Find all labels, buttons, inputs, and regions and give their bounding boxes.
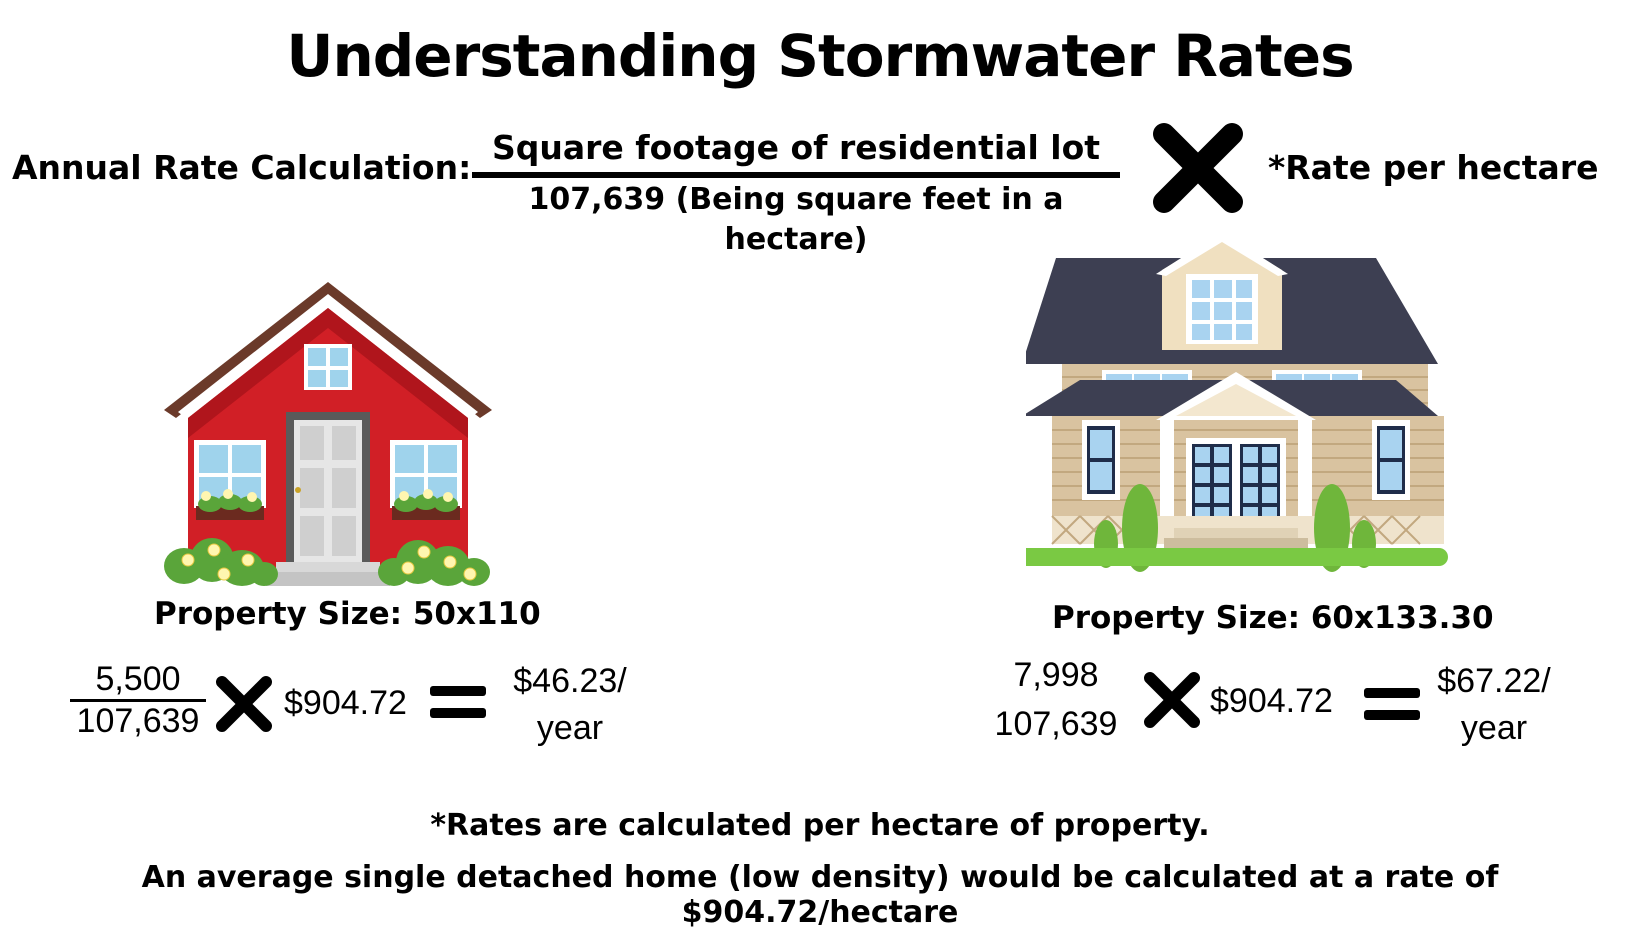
- right-fraction: 7,998 107,639: [988, 656, 1124, 744]
- left-fraction: 5,500 107,639: [70, 660, 206, 741]
- left-numerator: 5,500: [95, 660, 181, 698]
- left-result: $46.23/ year: [500, 662, 640, 748]
- left-property-size: Property Size: 50x110: [154, 596, 541, 632]
- formula-rate: *Rate per hectare: [1268, 148, 1599, 187]
- formula-fraction: Square footage of residential lot 107,63…: [462, 128, 1130, 260]
- left-result-unit: year: [536, 709, 604, 747]
- page-title: Understanding Stormwater Rates: [286, 22, 1354, 90]
- left-denominator: 107,639: [76, 702, 200, 740]
- left-rate: $904.72: [284, 684, 407, 722]
- left-multiply-icon: [214, 674, 274, 734]
- left-fraction-bar: [70, 699, 206, 702]
- beige-house-illustration: [1026, 232, 1466, 598]
- formula-denominator: 107,639 (Being square feet in a hectare): [528, 182, 1064, 257]
- right-result-amount: $67.22/: [1437, 662, 1551, 700]
- right-rate: $904.72: [1210, 682, 1333, 720]
- left-equals-icon: [430, 686, 486, 720]
- right-result: $67.22/ year: [1424, 662, 1564, 748]
- formula-numerator: Square footage of residential lot: [491, 128, 1101, 167]
- formula-fraction-bar: [472, 172, 1120, 178]
- multiply-icon: [1150, 120, 1246, 216]
- red-house-illustration: [158, 278, 498, 596]
- footnote-line-1: *Rates are calculated per hectare of pro…: [430, 808, 1210, 843]
- right-equals-icon: [1364, 688, 1420, 722]
- footnote-line-2: An average single detached home (low den…: [141, 860, 1499, 930]
- right-numerator: 7,998: [1013, 656, 1099, 694]
- right-result-unit: year: [1460, 709, 1528, 747]
- right-multiply-icon: [1142, 670, 1202, 730]
- formula-label: Annual Rate Calculation:: [12, 148, 472, 187]
- left-result-amount: $46.23/: [513, 662, 627, 700]
- right-denominator: 107,639: [994, 705, 1118, 743]
- right-property-size: Property Size: 60x133.30: [1052, 600, 1494, 636]
